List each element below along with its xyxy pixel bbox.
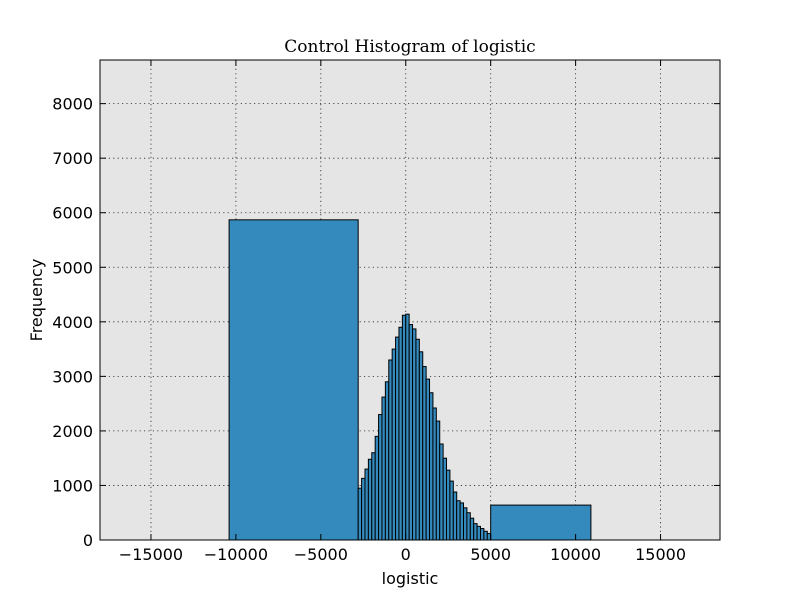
histogram-bar <box>439 443 444 541</box>
x-tick-labels: −15000 −10000 −5000 0 5000 10000 15000 <box>119 545 686 564</box>
histogram-bar <box>408 324 414 541</box>
y-tick-label: 1000 <box>52 476 93 495</box>
grid-lines <box>100 60 720 541</box>
y-tick-label: 6000 <box>52 204 93 223</box>
x-axis-label: logistic <box>382 569 439 588</box>
histogram-bar <box>412 328 417 541</box>
histogram-bar <box>476 525 481 541</box>
histogram-bar <box>452 491 458 541</box>
histogram-bar <box>405 313 410 541</box>
x-tick-label: 0 <box>401 545 411 564</box>
histogram-bar <box>378 414 383 541</box>
x-tick-label: −10000 <box>204 545 268 564</box>
y-tick-label: 4000 <box>52 313 93 332</box>
x-tick-label: −15000 <box>119 545 183 564</box>
histogram-bar <box>456 500 461 541</box>
histogram-bar <box>418 351 424 541</box>
histogram-bar <box>479 528 485 541</box>
histogram-bar <box>374 435 380 541</box>
y-tick-label: 3000 <box>52 367 93 386</box>
plot-frame <box>99 59 721 541</box>
y-tick-label: 2000 <box>52 422 93 441</box>
histogram-bar <box>415 338 420 541</box>
y-axis-label: Frequency <box>27 259 46 342</box>
histogram-bar <box>473 523 478 541</box>
histogram-bar <box>367 458 373 541</box>
histogram-bar <box>469 517 475 541</box>
y-tick-label: 0 <box>83 531 93 550</box>
histogram-bar <box>371 452 376 541</box>
histogram-bar <box>395 336 400 541</box>
histogram-bar <box>425 378 431 541</box>
histogram-bar <box>466 512 471 541</box>
histogram-bar <box>446 469 451 541</box>
histogram-bar <box>391 348 397 541</box>
histogram-bar <box>422 366 427 541</box>
histogram-bar <box>459 502 465 541</box>
histogram-bar <box>449 480 454 541</box>
histogram-bar <box>435 420 441 541</box>
histogram-bar <box>228 219 359 541</box>
histogram-bar <box>429 392 434 541</box>
histogram-bar <box>486 532 492 541</box>
y-tick-label: 7000 <box>52 149 93 168</box>
histogram-bar <box>388 359 393 541</box>
y-tick-label: 8000 <box>52 95 93 114</box>
histogram-bar <box>442 457 448 541</box>
histogram-bar <box>401 314 407 541</box>
histogram-bar <box>398 326 403 541</box>
axis-ticks <box>100 60 720 541</box>
x-tick-label: 10000 <box>550 545 601 564</box>
histogram-bar <box>483 530 488 541</box>
x-tick-label: 5000 <box>470 545 511 564</box>
x-tick-label: 15000 <box>635 545 686 564</box>
histogram-bar <box>364 468 369 541</box>
histogram-bar <box>357 487 363 541</box>
histogram-bar <box>432 407 437 541</box>
y-tick-label: 5000 <box>52 258 93 277</box>
histogram-bar <box>361 477 366 541</box>
chart-title: Control Histogram of logistic <box>284 37 535 57</box>
histogram-bar <box>463 507 468 541</box>
histogram-bar <box>490 504 592 541</box>
y-tick-labels: 0 1000 2000 3000 4000 5000 6000 7000 8000 <box>52 95 93 550</box>
histogram-bar <box>381 396 386 541</box>
x-tick-label: −5000 <box>294 545 348 564</box>
histogram-bar <box>384 381 390 541</box>
